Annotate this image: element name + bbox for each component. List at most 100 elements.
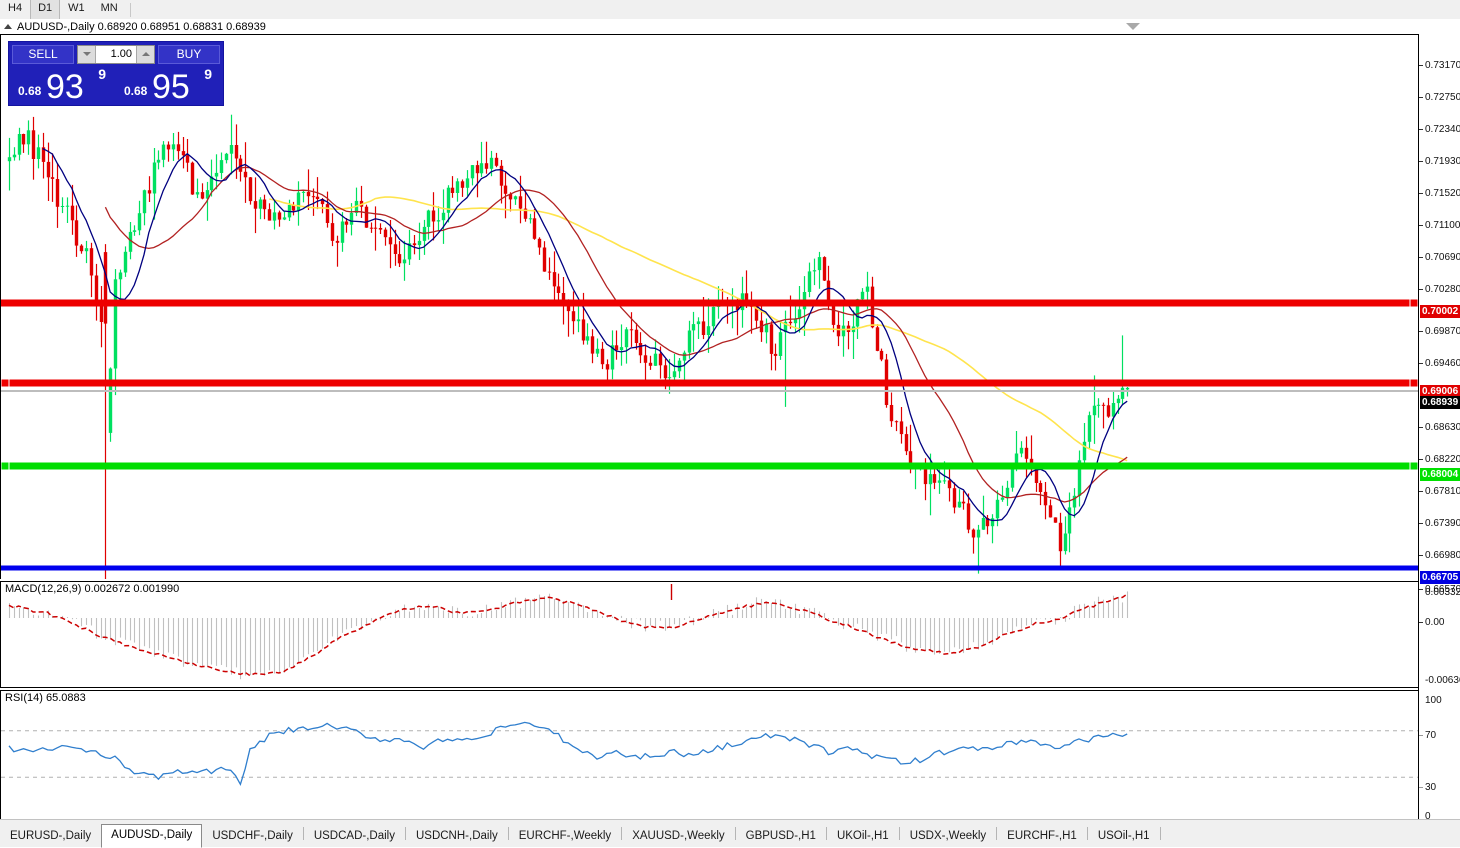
price-tick: 0.71930 [1419, 156, 1460, 167]
chart-scroll-chevron-icon[interactable] [1126, 23, 1140, 30]
price-tick-label: 0.69460 [1425, 358, 1460, 369]
macd-tick-label: 0.00 [1425, 617, 1445, 628]
price-tick-label: 0.67390 [1425, 518, 1460, 529]
rsi-label: RSI(14) 65.0883 [5, 692, 86, 704]
chart-tab-xauusdweekly[interactable]: XAUUSD-,Weekly [632, 830, 725, 842]
chart-tab-gbpusdh1[interactable]: GBPUSD-,H1 [745, 830, 816, 842]
ask-price-fraction: 9 [204, 66, 212, 82]
chart-tab-usdcnhdaily[interactable]: USDCNH-,Daily [415, 830, 498, 842]
tab-divider [1086, 827, 1088, 840]
price-tick-label: 0.71100 [1425, 220, 1460, 231]
rsi-tick-label: 100 [1425, 695, 1442, 706]
price-tick-label: 0.70280 [1425, 284, 1460, 295]
tab-divider [1159, 827, 1161, 840]
chart-tab-audusddaily[interactable]: AUDUSD-,Daily [101, 824, 203, 848]
price-tick-label: 0.66570 [1425, 584, 1460, 595]
price-tick: 0.73170 [1419, 60, 1460, 71]
price-badge-0.66705[interactable]: 0.66705 [1420, 571, 1460, 584]
price-tick-label: 0.68220 [1425, 454, 1460, 465]
ask-price-main: 95 [152, 68, 190, 106]
tab-divider [734, 827, 736, 840]
rsi-tick-label: 0 [1425, 811, 1431, 822]
chart-window: AUDUSD-,Daily 0.68920 0.68951 0.68831 0.… [0, 19, 1460, 838]
rsi-tick-label: 30 [1425, 782, 1437, 793]
ask-quote[interactable]: 0.68 95 9 [118, 64, 220, 106]
rsi-tick: 70 [1419, 730, 1436, 741]
price-tick-label: 0.68630 [1425, 422, 1460, 433]
price-tick: 0.66980 [1419, 550, 1460, 561]
macd-tick: -0.006363 [1419, 675, 1460, 686]
volume-decrease-button[interactable] [78, 45, 96, 63]
volume-input[interactable]: 1.00 [110, 47, 132, 60]
chart-tabs-bar: EURUSD-,Daily AUDUSD-,Daily USDCHF-,Daily U… [0, 819, 1460, 848]
price-tick: 0.71100 [1419, 220, 1460, 231]
price-badge-0.68004[interactable]: 0.68004 [1420, 468, 1460, 481]
chart-title-ohlc: AUDUSD-,Daily 0.68920 0.68951 0.68831 0.… [17, 20, 266, 33]
toolbar-divider [129, 2, 131, 17]
tab-divider [302, 827, 304, 840]
collapse-triangle-icon[interactable] [4, 24, 12, 29]
ask-price-prefix: 0.68 [124, 84, 148, 98]
chart-tab-usdxweekly[interactable]: USDX-,Weekly [909, 830, 987, 842]
bid-price-fraction: 9 [98, 66, 106, 82]
sell-button[interactable]: SELL [12, 44, 74, 64]
chevron-down-icon [82, 52, 91, 56]
price-tick: 0.67810 [1419, 486, 1460, 497]
volume-stepper[interactable]: 1.00 [77, 44, 155, 64]
timeframe-toolbar: H4 D1 W1 MN [0, 0, 1460, 20]
timeframe-d1[interactable]: D1 [30, 0, 61, 20]
price-tick-label: 0.70690 [1425, 252, 1460, 263]
price-tick: 0.66570 [1419, 584, 1460, 595]
chart-tab-eurchfweekly[interactable]: EURCHF-,Weekly [518, 830, 612, 842]
price-scale[interactable]: 0.73170 0.72750 0.72340 0.71930 0.71520 0.711… [1418, 34, 1460, 822]
rsi-tick: 0 [1419, 811, 1431, 822]
volume-increase-button[interactable] [136, 45, 154, 63]
price-chart-svg [1, 114, 1418, 579]
octp-controls-row: SELL 1.00 BUY [9, 42, 223, 64]
price-badge-0.69006[interactable]: 0.69006 [1420, 385, 1460, 398]
chart-tab-usdcaddaily[interactable]: USDCAD-,Daily [313, 830, 395, 842]
timeframe-h4[interactable]: H4 [8, 2, 23, 14]
tab-divider [507, 827, 509, 840]
tab-divider [621, 827, 623, 840]
price-tick-label: 0.72750 [1425, 92, 1460, 103]
price-badge-0.68939[interactable]: 0.68939 [1420, 396, 1460, 409]
price-tick: 0.68630 [1419, 422, 1460, 433]
chart-header: AUDUSD-,Daily 0.68920 0.68951 0.68831 0.… [0, 19, 1418, 34]
price-tick: 0.69460 [1419, 358, 1460, 369]
macd-tick-label: -0.006363 [1425, 675, 1460, 686]
tab-divider [825, 827, 827, 840]
chart-tab-ukoilh1[interactable]: UKOil-,H1 [836, 830, 889, 842]
chart-tab-eurusddaily[interactable]: EURUSD-,Daily [10, 830, 92, 842]
price-tick: 0.70690 [1419, 252, 1460, 263]
timeframe-w1[interactable]: W1 [68, 2, 85, 14]
price-badge-0.70002[interactable]: 0.70002 [1420, 305, 1460, 318]
price-tick: 0.67390 [1419, 518, 1460, 529]
price-tick-label: 0.71930 [1425, 156, 1460, 167]
macd-pane[interactable]: MACD(12,26,9) 0.002672 0.001990 [0, 581, 1418, 688]
chart-tab-usoilh1[interactable]: USOil-,H1 [1097, 830, 1150, 842]
tab-divider [996, 827, 998, 840]
price-tick: 0.69870 [1419, 326, 1460, 337]
price-tick: 0.72340 [1419, 124, 1460, 135]
tab-divider [404, 827, 406, 840]
rsi-pane[interactable]: RSI(14) 65.0883 [0, 690, 1418, 820]
timeframe-mn[interactable]: MN [100, 2, 118, 14]
bid-price-main: 93 [46, 68, 84, 106]
price-tick: 0.71520 [1419, 188, 1460, 199]
price-tick-label: 0.72340 [1425, 124, 1460, 135]
price-plot[interactable] [0, 34, 1418, 579]
macd-label: MACD(12,26,9) 0.002672 0.001990 [5, 583, 180, 595]
price-tick-label: 0.67810 [1425, 486, 1460, 497]
rsi-chart-svg [1, 721, 1418, 786]
tab-divider [898, 827, 900, 840]
chart-tab-eurchfh1[interactable]: EURCHF-,H1 [1007, 830, 1077, 842]
price-tick-label: 0.71520 [1425, 188, 1460, 199]
one-click-trading-panel[interactable]: SELL 1.00 BUY 0.68 93 9 0.68 95 9 [8, 41, 224, 106]
chart-tab-usdchfdaily[interactable]: USDCHF-,Daily [212, 830, 293, 842]
rsi-tick-label: 70 [1425, 730, 1437, 741]
bid-quote[interactable]: 0.68 93 9 [12, 64, 114, 106]
price-tick-label: 0.73170 [1425, 60, 1460, 71]
buy-button[interactable]: BUY [158, 44, 220, 64]
